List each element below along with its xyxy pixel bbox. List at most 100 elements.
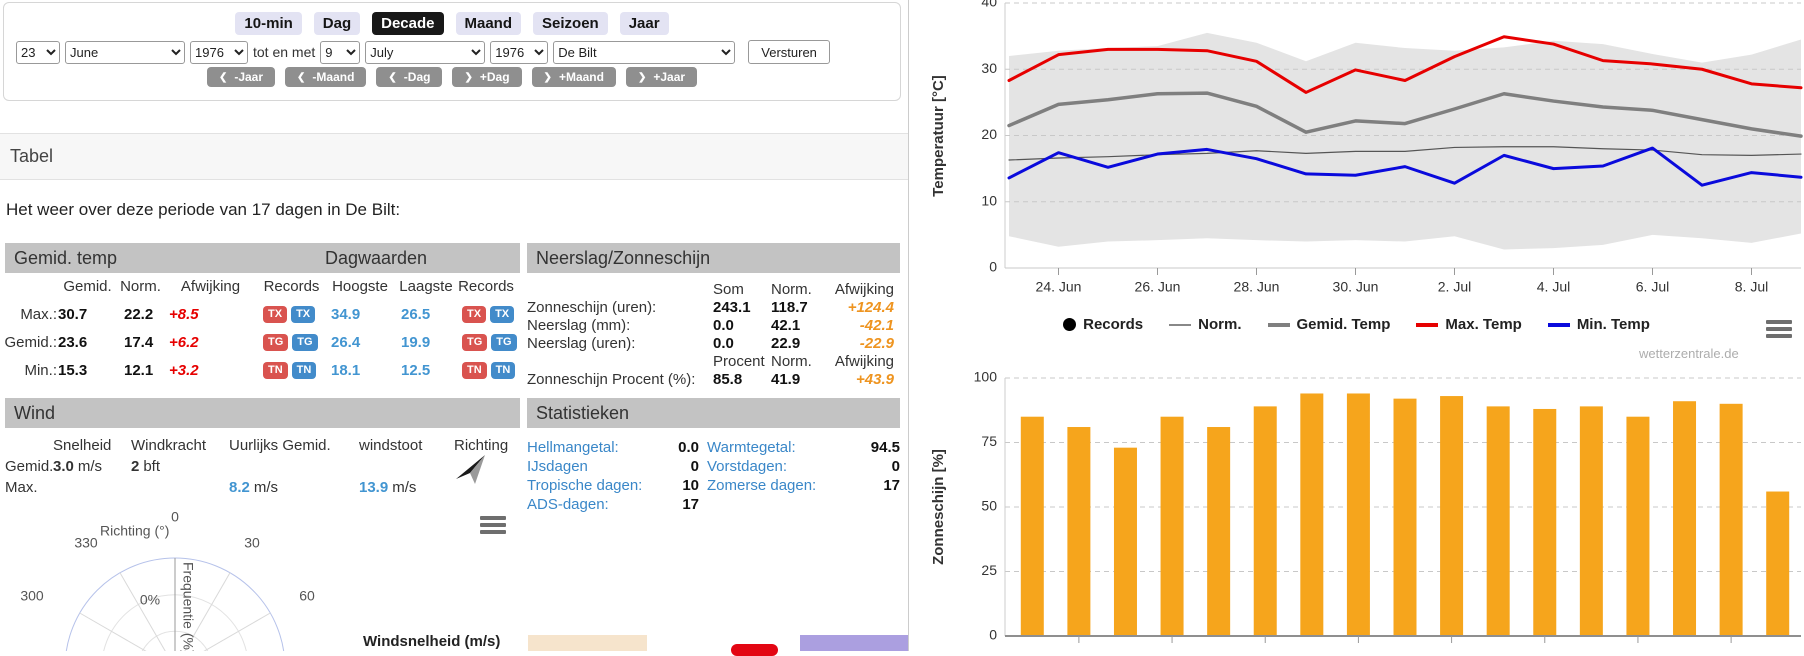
legend-swatch-min <box>1547 322 1570 327</box>
stat-label[interactable]: Hellmangetal: <box>527 439 619 456</box>
windspeed-legend-swatch-red <box>731 644 778 656</box>
tab-jaar[interactable]: Jaar <box>619 12 669 35</box>
temp-norm-value: 22.2 <box>124 305 154 323</box>
record-badge-tn-red[interactable]: TN <box>462 361 487 379</box>
nav-button-plusmaand[interactable]: ❯ +Maand <box>531 67 616 87</box>
legend-item-max[interactable]: Max. Temp <box>1416 316 1522 333</box>
tab-decade[interactable]: Decade <box>372 12 444 35</box>
nav-button-plusdag[interactable]: ❯ +Dag <box>452 67 522 87</box>
record-badge-tn-blue[interactable]: TN <box>291 361 317 379</box>
neerslag-som-value: 0.0 <box>713 316 734 334</box>
legend-label: Gemid. Temp <box>1296 316 1391 333</box>
neerslag-col-header <box>527 352 713 370</box>
nav-button-minjaar[interactable]: ❮ -Jaar <box>206 67 276 87</box>
wind-snelheid-value: 3.0 m/s <box>53 456 131 477</box>
nav-button-plusjaar[interactable]: ❯ +Jaar <box>625 67 698 87</box>
tab-seizoen[interactable]: Seizoen <box>533 12 608 35</box>
series-norm- <box>1008 146 1802 161</box>
stat-gap <box>699 457 707 476</box>
sunshine-bar <box>1486 406 1510 636</box>
station-select[interactable]: De Bilt <box>553 40 736 64</box>
windrose-menu-icon[interactable] <box>480 516 506 534</box>
sunshine-bar <box>1160 416 1184 636</box>
watermark-text: wetterzentrale.de <box>1639 346 1739 361</box>
year-to-select[interactable]: 1976 <box>490 40 549 64</box>
sunshine-bar <box>1300 393 1324 636</box>
month-to-select[interactable]: July <box>365 40 486 64</box>
legend-item-dot[interactable]: Records <box>1063 316 1143 333</box>
neerslag-row-label: Neerslag (mm): <box>527 316 631 334</box>
temp-col-header: Records <box>458 278 514 295</box>
neerslag-norm-value: 42.1 <box>771 316 801 334</box>
stat-label[interactable]: Tropische dagen: <box>527 477 643 494</box>
svg-text:0: 0 <box>989 259 997 275</box>
series-gemid-temp <box>1007 91 1803 138</box>
record-badge-tx-red[interactable]: TX <box>263 305 288 323</box>
record-badge-tg-red[interactable]: TG <box>462 333 488 351</box>
period-summary-text: Het weer over deze periode van 17 dagen … <box>6 200 401 219</box>
series-min-temp <box>1007 146 1803 187</box>
neerslag-norm-value: 41.9 <box>771 370 801 388</box>
chevron-right-icon: ❯ <box>637 71 647 83</box>
day-from-select[interactable]: 23 <box>16 40 60 64</box>
temp-col-header: Afwijking <box>180 278 241 295</box>
stat-label[interactable]: Vorstdagen: <box>707 458 788 475</box>
stat-label[interactable]: ADS-dagen: <box>527 496 609 513</box>
neerslag-table: Som Norm. Afwijking Zonneschijn (uren): 243.… <box>527 280 900 388</box>
wind-empty-cell <box>359 456 454 477</box>
legend-item-norm[interactable]: Norm. <box>1169 316 1242 333</box>
statistieken-title: Statistieken <box>536 402 630 423</box>
wind-windkracht-value: 2 bft <box>131 456 229 477</box>
nav-button-minmaand[interactable]: ❮ -Maand <box>285 67 367 87</box>
stat-value: 0 <box>891 458 900 475</box>
year-from-select[interactable]: 1976 <box>190 40 248 64</box>
sunshine-bar <box>1207 427 1231 636</box>
wind-empty-cell <box>229 456 359 477</box>
day-to-select[interactable]: 9 <box>320 40 361 64</box>
tab-maand[interactable]: Maand <box>455 12 522 35</box>
record-badge-tx-red[interactable]: TX <box>462 305 487 323</box>
record-badge-tn-red[interactable]: TN <box>263 361 288 379</box>
temp-col-header: Laagste <box>399 278 453 295</box>
sunshine-bar <box>1067 427 1091 636</box>
wind-col-header: Windkracht <box>131 437 207 454</box>
sunshine-bar <box>1346 393 1370 636</box>
neerslag-col-header: Afwijking <box>834 280 894 298</box>
tab-10-min[interactable]: 10-min <box>235 12 302 35</box>
record-badge-tg-red[interactable]: TG <box>263 333 289 351</box>
nav-button-mindag[interactable]: ❮ -Dag <box>376 67 443 87</box>
stat-gap <box>699 438 707 457</box>
statistieken-table: Hellmangetal: 0.0 Warmtegetal: 94.5 IJsdagen… <box>527 438 900 514</box>
record-badge-tx-blue[interactable]: TX <box>291 305 316 323</box>
stat-label[interactable]: Zomerse dagen: <box>707 477 817 494</box>
wind-col-header: Uurlijks Gemid. <box>229 437 331 454</box>
record-badge-tg-blue[interactable]: TG <box>292 333 318 351</box>
submit-button[interactable]: Versturen <box>748 40 830 64</box>
svg-text:25: 25 <box>981 562 997 578</box>
record-badge-tx-blue[interactable]: TX <box>490 305 515 323</box>
windspeed-legend-swatch-beige <box>528 635 647 651</box>
wind-snelheid-number: 3.0 <box>53 458 74 475</box>
legend-label: Min. Temp <box>1576 316 1650 333</box>
stat-label <box>707 495 832 514</box>
month-from-select[interactable]: June <box>65 40 185 64</box>
legend-item-min[interactable]: Min. Temp <box>1547 316 1650 333</box>
neerslag-norm-value: 118.7 <box>771 298 808 316</box>
chart-menu-icon[interactable] <box>1766 320 1792 338</box>
date-range-form: 23 June 1976 tot en met 9 July 1976 De B… <box>16 40 830 64</box>
stat-label[interactable]: Warmtegetal: <box>707 439 796 456</box>
stat-value: 17 <box>682 496 699 513</box>
record-badge-tn-blue[interactable]: TN <box>490 361 516 379</box>
tabel-section-header[interactable]: Tabel <box>0 133 908 180</box>
record-badge-tg-blue[interactable]: TG <box>491 333 517 351</box>
legend-item-gemid[interactable]: Gemid. Temp <box>1267 316 1391 333</box>
temp-col-header: Records <box>263 278 320 295</box>
stat-gap <box>699 476 707 495</box>
temp-col-header: Hoogste <box>332 278 388 295</box>
svg-text:10: 10 <box>981 192 997 208</box>
tab-dag[interactable]: Dag <box>313 12 361 35</box>
stat-value: 17 <box>883 477 900 494</box>
wind-direction-arrow-icon <box>456 455 485 484</box>
neerslag-section-header: Neerslag/Zonneschijn <box>527 243 900 273</box>
stat-label[interactable]: IJsdagen <box>527 458 588 475</box>
